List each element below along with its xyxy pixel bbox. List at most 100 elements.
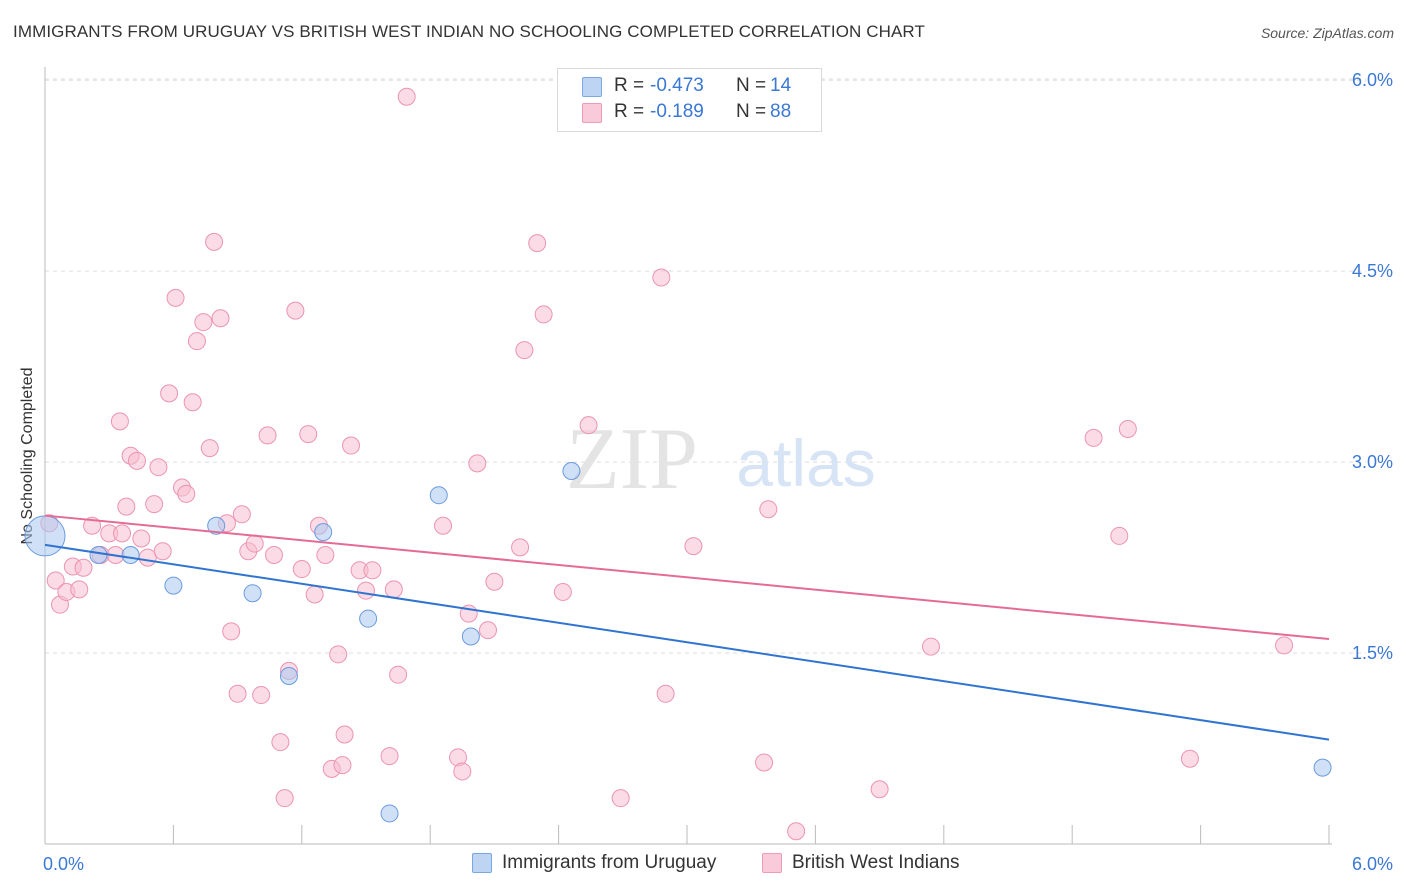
point-immigrants-from-uruguay — [164, 576, 183, 595]
legend-n-value: 14 — [770, 75, 792, 96]
point-immigrants-from-uruguay — [243, 584, 262, 603]
point-british-west-indians — [870, 780, 889, 799]
point-british-west-indians — [305, 585, 324, 604]
point-british-west-indians — [515, 341, 534, 360]
x-tick-label-max: 6.0% — [1352, 854, 1393, 874]
point-immigrants-from-uruguay — [314, 523, 333, 542]
point-british-west-indians — [222, 622, 241, 641]
source-label: Source: ZipAtlas.com — [1260, 25, 1394, 41]
point-immigrants-from-uruguay — [89, 546, 108, 565]
point-british-west-indians — [166, 288, 185, 307]
point-immigrants-from-uruguay — [461, 627, 480, 646]
point-british-west-indians — [200, 439, 219, 458]
point-immigrants-from-uruguay — [429, 486, 448, 505]
point-british-west-indians — [74, 558, 93, 577]
point-british-west-indians — [211, 309, 230, 328]
point-british-west-indians — [232, 505, 251, 524]
point-british-west-indians — [299, 425, 318, 444]
point-british-west-indians — [128, 451, 147, 470]
point-british-west-indians — [187, 332, 206, 351]
legend-r-value: -0.473 — [650, 75, 704, 96]
point-british-west-indians — [329, 645, 348, 664]
point-british-west-indians — [245, 534, 264, 553]
point-immigrants-from-uruguay — [562, 462, 581, 481]
legend-r-label: R = — [614, 101, 645, 122]
point-british-west-indians — [264, 546, 283, 565]
point-british-west-indians — [286, 301, 305, 320]
grid-lines — [45, 78, 1366, 654]
point-british-west-indians — [113, 524, 132, 543]
point-british-west-indians — [380, 747, 399, 766]
point-immigrants-from-uruguay — [359, 609, 378, 628]
point-british-west-indians — [759, 500, 778, 519]
point-british-west-indians — [117, 497, 136, 516]
point-british-west-indians — [384, 580, 403, 599]
point-british-west-indians — [205, 232, 224, 251]
correlation-legend: R = -0.473 N = 14 R = -0.189 N = 88 — [557, 68, 822, 132]
y-tick-label: 6.0% — [1352, 70, 1393, 90]
point-british-west-indians — [342, 436, 361, 455]
point-british-west-indians — [145, 495, 164, 514]
point-british-west-indians — [177, 484, 196, 503]
point-british-west-indians — [138, 548, 157, 567]
watermark-atlas: atlas — [736, 426, 875, 500]
point-british-west-indians — [397, 87, 416, 106]
point-british-west-indians — [787, 822, 806, 841]
legend-r-label: R = — [614, 75, 645, 96]
point-british-west-indians — [434, 516, 453, 535]
chart-title: IMMIGRANTS FROM URUGUAY VS BRITISH WEST … — [13, 22, 925, 41]
point-british-west-indians — [534, 305, 553, 324]
point-british-west-indians — [478, 621, 497, 640]
point-immigrants-from-uruguay — [1313, 758, 1332, 777]
point-immigrants-from-uruguay — [380, 804, 399, 823]
point-british-west-indians — [357, 581, 375, 600]
legend-swatch-british-west-indians — [762, 853, 782, 873]
point-british-west-indians — [611, 789, 630, 808]
point-british-west-indians — [1180, 749, 1199, 768]
point-british-west-indians — [70, 580, 89, 599]
point-british-west-indians — [110, 412, 129, 431]
point-british-west-indians — [1118, 420, 1137, 439]
point-british-west-indians — [258, 426, 277, 445]
point-british-west-indians — [656, 684, 675, 703]
y-tick-label: 3.0% — [1352, 452, 1393, 472]
point-british-west-indians — [228, 684, 247, 703]
trend-line-british-west-indians — [44, 514, 1330, 641]
point-british-west-indians — [153, 542, 172, 561]
point-british-west-indians — [1275, 636, 1294, 655]
point-british-west-indians — [183, 393, 202, 412]
point-british-west-indians — [921, 637, 940, 656]
point-british-west-indians — [335, 725, 354, 744]
y-tick-label: 1.5% — [1352, 643, 1393, 663]
axes — [44, 67, 1332, 845]
point-immigrants-from-uruguay — [207, 516, 226, 535]
point-british-west-indians — [149, 458, 168, 477]
legend-n-label: N = — [736, 101, 767, 122]
point-british-west-indians — [333, 756, 352, 775]
legend-label-british-west-indians: British West Indians — [792, 852, 960, 873]
point-british-west-indians — [755, 753, 774, 772]
legend-r-value: -0.189 — [650, 101, 704, 122]
legend-swatch-uruguay — [472, 853, 492, 873]
point-british-west-indians — [468, 454, 487, 473]
trend-line-immigrants-from-uruguay — [44, 543, 1330, 741]
point-british-west-indians — [252, 686, 271, 705]
point-british-west-indians — [652, 268, 671, 287]
point-british-west-indians — [511, 538, 530, 557]
point-british-west-indians — [316, 546, 335, 565]
point-british-west-indians — [271, 733, 290, 752]
y-tick-label: 4.5% — [1352, 261, 1393, 281]
trend-lines — [44, 514, 1330, 741]
tick-labels: 1.5% 3.0% 4.5% 6.0% 0.0% 6.0% — [43, 70, 1393, 874]
point-immigrants-from-uruguay — [24, 515, 66, 557]
series-british-west-indians — [40, 87, 1294, 841]
legend-swatch-uruguay — [582, 77, 602, 97]
point-british-west-indians — [194, 313, 213, 332]
point-british-west-indians — [579, 416, 598, 435]
point-british-west-indians — [275, 789, 294, 808]
point-british-west-indians — [160, 384, 179, 403]
legend-swatch-british-west-indians — [582, 103, 602, 123]
legend-n-label: N = — [736, 75, 767, 96]
point-british-west-indians — [292, 560, 311, 579]
